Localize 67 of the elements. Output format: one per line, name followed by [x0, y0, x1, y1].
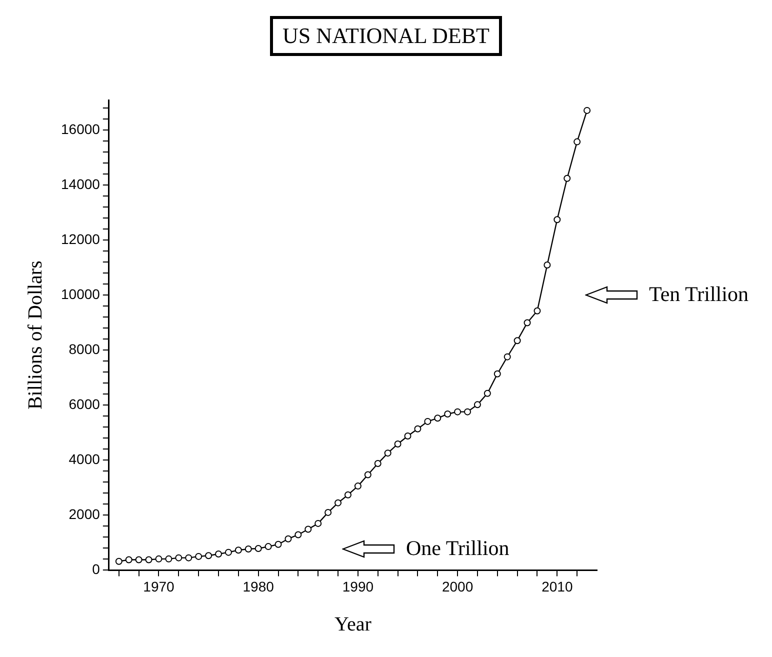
point	[494, 370, 501, 378]
point	[274, 540, 282, 548]
y-tick-label: 10000	[60, 286, 100, 302]
text: Ten Trillion	[649, 282, 748, 307]
point	[175, 554, 182, 562]
y-tick-label: 2000	[68, 506, 100, 522]
point	[125, 556, 132, 564]
point	[564, 174, 571, 182]
point	[554, 216, 561, 224]
x-tick-label: 1990	[342, 578, 374, 594]
chart-title: US NATIONAL DEBT	[270, 16, 502, 56]
point	[334, 499, 342, 506]
point	[344, 491, 352, 498]
point	[434, 414, 442, 422]
point	[524, 319, 531, 326]
point	[414, 425, 422, 432]
point	[424, 418, 432, 425]
point	[354, 482, 362, 490]
x-tick-label: 1980	[242, 578, 274, 594]
point	[214, 550, 222, 558]
point	[404, 432, 412, 440]
point	[534, 307, 541, 314]
point	[364, 471, 372, 478]
y-tick-label: 14000	[60, 176, 100, 192]
x-axis-title: Year	[334, 613, 372, 636]
point	[324, 508, 332, 516]
y-axis-title: Billions of Dollars	[24, 260, 46, 410]
point	[205, 552, 212, 560]
point	[135, 556, 142, 564]
point	[544, 261, 551, 268]
x-tick-label: 2000	[442, 578, 474, 594]
point	[484, 390, 491, 397]
point	[384, 450, 392, 457]
point	[514, 337, 521, 344]
point	[444, 410, 452, 418]
point	[234, 546, 242, 554]
point	[474, 401, 481, 408]
point	[504, 353, 511, 360]
point	[454, 408, 462, 416]
point	[145, 556, 152, 564]
y-tick-label: 12000	[60, 231, 100, 248]
x-tick-label: 1970	[143, 578, 175, 594]
point	[224, 548, 232, 556]
point	[185, 554, 192, 562]
x-tick-label: 2010	[542, 578, 573, 594]
point	[165, 555, 172, 562]
point	[254, 544, 262, 552]
point	[464, 408, 472, 416]
point	[264, 543, 272, 550]
point	[155, 555, 162, 562]
point	[195, 552, 202, 560]
point	[314, 520, 322, 527]
point	[284, 535, 292, 542]
point	[574, 138, 581, 146]
point	[394, 440, 402, 448]
point	[294, 531, 302, 538]
point	[374, 460, 382, 468]
y-tick-label: 4000	[68, 451, 100, 468]
y-tick-label: 8000	[68, 341, 100, 358]
y-tick-label: 0	[92, 561, 100, 578]
point	[584, 106, 591, 114]
y-tick-label: 6000	[68, 396, 100, 412]
point	[304, 526, 312, 533]
point	[115, 558, 122, 565]
point	[244, 546, 252, 553]
annotation: One Trillion	[406, 536, 510, 561]
y-tick-label: 16000	[60, 121, 100, 138]
